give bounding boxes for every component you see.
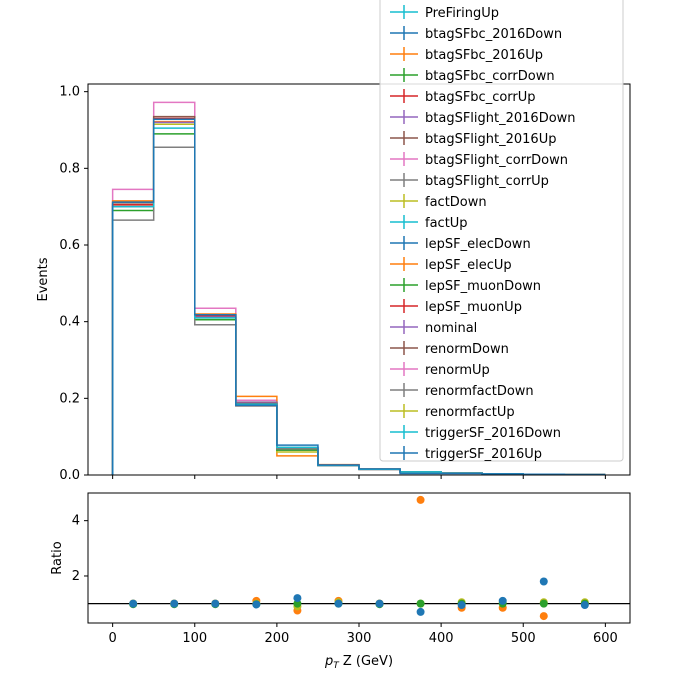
legend-label: factDown (425, 195, 487, 210)
legend-label: PreFiringUp (425, 6, 499, 21)
ratio-point-s2 (416, 599, 425, 608)
legend-entry: renormfactUp (390, 404, 515, 420)
xlabel: pT Z (GeV) (324, 654, 393, 671)
ratio-point-s3 (334, 599, 343, 608)
ratio-point-s3 (170, 599, 179, 608)
legend-label: factUp (425, 216, 468, 231)
main-ytick-label: 0.0 (59, 468, 80, 483)
main-ytick-label: 0.2 (59, 391, 80, 406)
legend-label: btagSFlight_2016Up (425, 132, 556, 147)
legend-entry: btagSFlight_2016Down (390, 110, 576, 126)
legend-label: btagSFbc_corrUp (425, 90, 536, 105)
ratio-point-s3 (457, 601, 466, 610)
legend-entry: triggerSF_2016Up (390, 446, 542, 462)
legend-label: lepSF_muonUp (425, 300, 522, 315)
ratio-point-s0 (416, 495, 425, 504)
ratio-point-s3 (580, 601, 589, 610)
ratio-point-s0 (539, 612, 548, 621)
ratio-xtick-label: 200 (264, 631, 289, 646)
legend-label: lepSF_elecDown (425, 237, 531, 252)
main-ytick-label: 1.0 (59, 85, 80, 100)
legend-label: renormUp (425, 363, 490, 378)
legend-label: triggerSF_2016Up (425, 447, 542, 462)
legend-entry: factDown (390, 194, 487, 210)
main-panel: 0.0 0.2 0.4 0.6 0.8 1.0 Events (36, 83, 631, 483)
legend-entry: nominal (390, 320, 477, 336)
histogram-series-9 (111, 118, 606, 475)
ratio-point-s3 (539, 577, 548, 586)
legend-entry: renormDown (390, 341, 509, 357)
ratio-point-s3 (375, 599, 384, 608)
ratio-point-s3 (416, 607, 425, 616)
legend-entry: lepSF_muonUp (390, 299, 522, 315)
ratio-xtick-label: 400 (429, 631, 454, 646)
main-ylabel: Events (36, 257, 51, 301)
ratio-xtick-label: 600 (593, 631, 618, 646)
legend-label: nominal (425, 321, 477, 336)
legend: PreFiringUp btagSFbc_2016Down btagSFbc_201… (379, 0, 624, 462)
legend-entry: factUp (390, 215, 468, 231)
legend-label: renormfactUp (425, 405, 515, 420)
ratio-point-s3 (252, 600, 261, 609)
legend-entry: PreFiringUp (390, 5, 499, 21)
ratio-xtick-label: 0 (108, 631, 116, 646)
legend-label: btagSFlight_2016Down (425, 111, 576, 126)
legend-label: lepSF_muonDown (425, 279, 541, 294)
ratio-xtick-label: 100 (182, 631, 207, 646)
legend-label: lepSF_elecUp (425, 258, 512, 273)
legend-label: btagSFbc_2016Down (425, 27, 562, 42)
ratio-panel: 2 4 0 100 200 300 400 500 600 Ratio pT Z (GeV) (50, 492, 631, 671)
legend-label: btagSFlight_corrDown (425, 153, 568, 168)
main-ytick-label: 0.8 (59, 161, 80, 176)
main-ytick-label: 0.6 (59, 238, 80, 253)
legend-label: renormfactDown (425, 384, 534, 399)
ratio-point-s3 (211, 599, 220, 608)
legend-box (379, 0, 624, 462)
legend-label: btagSFbc_corrDown (425, 69, 555, 84)
main-ytick-label: 0.4 (59, 315, 80, 330)
ratio-xtick-label: 300 (347, 631, 372, 646)
legend-label: triggerSF_2016Down (425, 426, 561, 441)
legend-entry: btagSFlight_2016Up (390, 131, 556, 147)
legend-label: btagSFbc_2016Up (425, 48, 543, 63)
legend-entry: lepSF_elecUp (390, 257, 512, 273)
legend-entry: btagSFbc_corrDown (390, 68, 555, 84)
ratio-point-s2 (539, 599, 548, 608)
legend-entry: btagSFbc_2016Up (390, 47, 543, 63)
ratio-xtick-label: 500 (511, 631, 536, 646)
ratio-ytick-label: 4 (72, 514, 80, 529)
histograms (111, 101, 606, 475)
legend-entry: btagSFbc_corrUp (390, 89, 536, 105)
legend-entry: renormUp (390, 362, 490, 378)
legend-entry: renormfactDown (390, 383, 534, 399)
ratio-point-s2 (293, 599, 302, 608)
legend-entry: lepSF_elecDown (390, 236, 531, 252)
ratio-ytick-label: 2 (72, 569, 80, 584)
ratio-point-s3 (293, 594, 302, 603)
legend-entry: btagSFbc_2016Down (390, 26, 562, 42)
legend-entry: btagSFlight_corrUp (390, 173, 549, 189)
legend-entry: triggerSF_2016Down (390, 425, 561, 441)
legend-label: btagSFlight_corrUp (425, 174, 549, 189)
ratio-point-s3 (129, 599, 138, 608)
ratio-point-s3 (498, 596, 507, 605)
legend-entry: btagSFlight_corrDown (390, 152, 568, 168)
ratio-ylabel: Ratio (50, 541, 65, 574)
legend-label: renormDown (425, 342, 509, 357)
legend-entry: lepSF_muonDown (390, 278, 541, 294)
